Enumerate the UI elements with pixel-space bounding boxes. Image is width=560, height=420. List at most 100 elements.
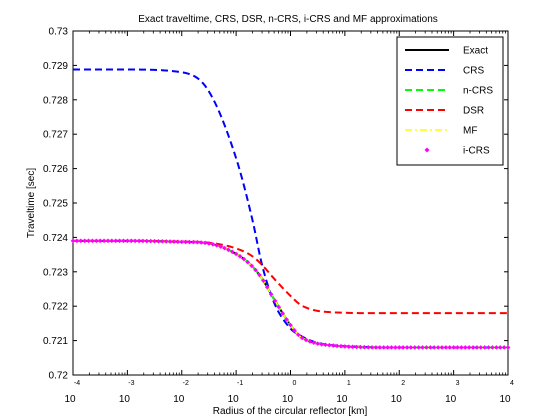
series-point-i-crs <box>315 341 320 346</box>
series-point-i-crs <box>264 284 270 290</box>
series-point-i-crs <box>404 345 410 350</box>
series-point-i-crs <box>284 317 289 322</box>
y-tick-label: 0.721 <box>43 336 68 347</box>
series-point-i-crs <box>86 238 91 244</box>
legend-box <box>396 36 504 166</box>
x-tick-base: 10 <box>336 394 348 405</box>
legend: Exact CRS n-CRS DSR MF i-CRS <box>396 36 504 166</box>
series-point-i-crs <box>373 345 379 350</box>
series-point-i-crs <box>381 345 387 350</box>
series-point-i-crs <box>497 345 503 350</box>
series-point-i-crs <box>396 345 402 350</box>
series-point-i-crs <box>447 345 453 350</box>
series-point-i-crs <box>474 345 480 350</box>
series-point-i-crs <box>451 345 456 350</box>
series-point-i-crs <box>78 238 84 244</box>
series-point-i-crs <box>408 345 414 350</box>
series-point-i-crs <box>210 241 216 247</box>
series-point-i-crs <box>241 256 247 262</box>
series-point-i-crs <box>117 238 122 244</box>
series-point-i-crs <box>175 239 181 245</box>
series-point-i-crs <box>179 239 185 245</box>
x-tick-exponent: -4 <box>74 380 80 387</box>
x-tick-exponent: 4 <box>510 380 514 387</box>
series-point-i-crs <box>369 345 375 350</box>
legend-label-mf: MF <box>463 126 477 137</box>
series-point-i-crs <box>486 345 491 350</box>
series-layer <box>70 68 511 350</box>
series-point-i-crs <box>94 238 99 244</box>
series-point-i-crs <box>229 249 235 255</box>
series-point-i-crs <box>194 239 200 245</box>
series-point-i-crs <box>121 238 126 244</box>
series-point-i-crs <box>307 339 313 344</box>
series-point-i-crs <box>187 239 192 245</box>
series-point-i-crs <box>128 238 134 244</box>
series-point-i-crs <box>490 345 495 350</box>
legend-label-i-crs: i-CRS <box>463 146 490 157</box>
x-tick-base: 10 <box>228 394 240 405</box>
y-tick-label: 0.726 <box>43 164 68 175</box>
y-tick-label: 0.722 <box>43 302 68 313</box>
series-point-i-crs <box>494 345 499 350</box>
series-point-i-crs <box>431 345 437 350</box>
series-point-i-crs <box>105 238 111 244</box>
series-point-i-crs <box>253 267 258 273</box>
series-point-i-crs <box>249 263 254 269</box>
series-point-i-crs <box>443 345 449 350</box>
x-tick-base: 10 <box>64 394 76 405</box>
series-point-i-crs <box>459 345 464 350</box>
series-point-i-crs <box>70 238 76 244</box>
x-tick-base: 10 <box>282 394 294 405</box>
y-tick-label: 0.725 <box>43 199 68 210</box>
series-point-i-crs <box>435 345 441 350</box>
series-point-i-crs <box>505 345 511 350</box>
series-point-i-crs <box>101 238 107 244</box>
series-point-i-crs <box>257 272 262 278</box>
y-tick-label: 0.72 <box>49 371 69 382</box>
x-tick-base: 10 <box>499 394 511 405</box>
series-point-i-crs <box>358 344 363 350</box>
legend-label-dsr: DSR <box>463 106 484 117</box>
series-point-i-crs <box>136 238 142 244</box>
series-point-i-crs <box>272 298 278 303</box>
x-tick-exponent: -2 <box>183 380 189 387</box>
series-point-i-crs <box>470 345 476 350</box>
series-point-i-crs <box>323 342 328 348</box>
legend-label-exact: Exact <box>463 46 488 57</box>
series-point-i-crs <box>288 322 293 328</box>
y-tick-label: 0.723 <box>43 267 68 278</box>
series-point-i-crs <box>276 304 282 310</box>
series-point-i-crs <box>268 291 274 297</box>
series-markers-i-crs <box>70 238 511 350</box>
series-point-i-crs <box>113 238 119 244</box>
x-axis-label: Radius of the circular reflector [km] <box>213 406 368 417</box>
x-tick-base: 10 <box>445 394 457 405</box>
series-point-i-crs <box>428 345 433 350</box>
chart-title: Exact traveltime, CRS, DSR, n-CRS, i-CRS… <box>138 14 438 25</box>
axis-ticks: 0.72 0.721 0.722 0.723 0.724 0.725 0.726 0.727 0… <box>43 27 514 406</box>
series-point-i-crs <box>152 238 157 244</box>
series-point-i-crs <box>377 345 383 350</box>
series-point-i-crs <box>156 238 161 244</box>
series-point-i-crs <box>346 344 352 349</box>
y-tick-label: 0.724 <box>43 233 68 244</box>
series-point-i-crs <box>393 345 398 350</box>
y-tick-label: 0.727 <box>43 130 68 141</box>
x-tick-base: 10 <box>173 394 185 405</box>
series-point-i-crs <box>214 243 220 248</box>
series-point-i-crs <box>482 345 487 350</box>
series-point-i-crs <box>416 345 421 350</box>
series-point-i-crs <box>160 239 165 244</box>
series-point-i-crs <box>132 238 138 244</box>
x-tick-exponent: 1 <box>347 380 351 387</box>
series-point-i-crs <box>350 344 355 350</box>
series-point-i-crs <box>342 344 348 349</box>
series-point-i-crs <box>354 344 359 350</box>
series-point-i-crs <box>334 343 340 349</box>
x-tick-exponent: -1 <box>237 380 243 387</box>
series-point-i-crs <box>424 345 429 350</box>
series-point-i-crs <box>163 239 169 244</box>
series-point-i-crs <box>191 239 196 245</box>
